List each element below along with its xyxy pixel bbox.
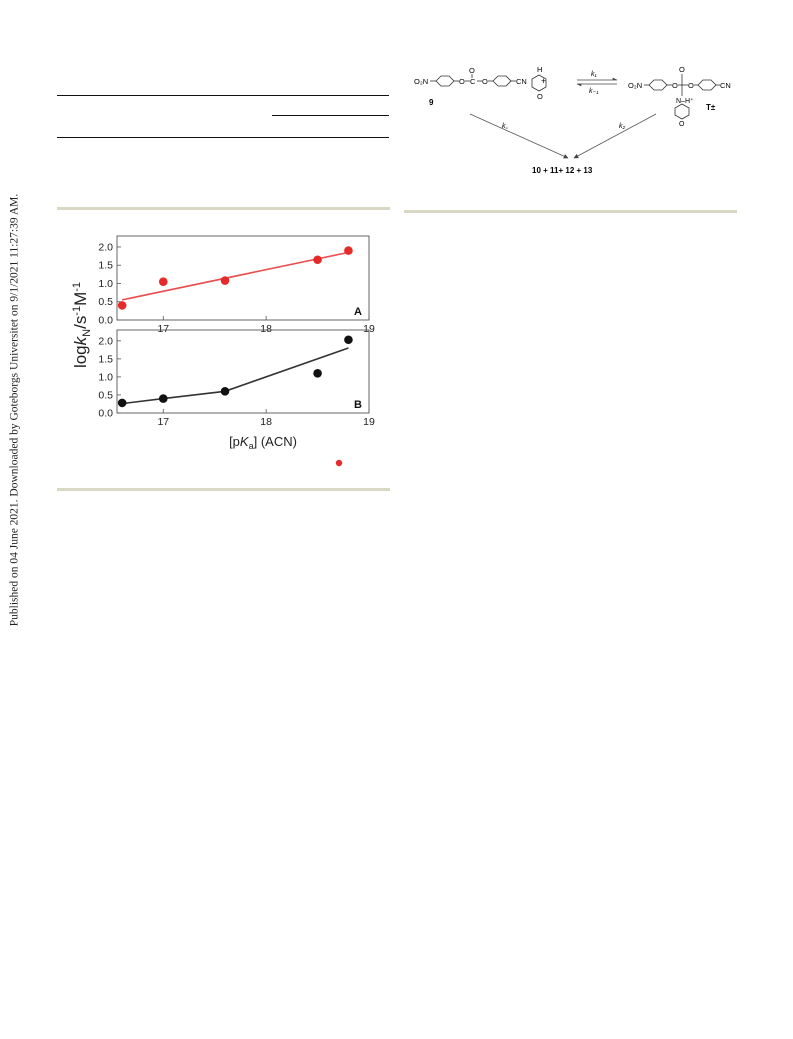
x-tick-label: 17 bbox=[157, 323, 169, 335]
chart-panel-b: 0.0 0.5 1.0 1.5 2.0 17 18 19B bbox=[98, 329, 375, 428]
morpholine-h: H bbox=[537, 65, 542, 74]
nitrile-group: CN bbox=[516, 77, 527, 86]
data-point bbox=[117, 301, 127, 310]
data-point bbox=[117, 398, 127, 408]
y-tick-label: 0.0 bbox=[98, 408, 113, 420]
scheme-bottom-separator bbox=[404, 210, 737, 213]
tetrahedral-intermediate: O₂N O O O CN N–H⁺ O bbox=[628, 65, 731, 128]
data-point bbox=[220, 276, 230, 285]
morpholine-ring-icon bbox=[674, 103, 690, 120]
data-point bbox=[344, 246, 353, 255]
intermediate-oxygen-right: O bbox=[688, 81, 694, 90]
figure-bottom-separator bbox=[57, 488, 390, 491]
k2-label: k₂ bbox=[619, 123, 626, 130]
y-tick-label: 0.5 bbox=[98, 296, 113, 308]
data-point bbox=[158, 394, 168, 403]
panel-label: B bbox=[354, 399, 362, 411]
intermediate-label: T± bbox=[706, 103, 716, 112]
carbonyl-carbon: C bbox=[470, 77, 476, 86]
k1-label: k₁ bbox=[591, 71, 598, 78]
k-minus1-label: k₋₁ bbox=[589, 88, 599, 95]
x-tick-label: 19 bbox=[363, 416, 375, 428]
carbonyl-oxygen: O bbox=[469, 66, 475, 75]
direct-pathway-arrow bbox=[469, 113, 569, 159]
figure-top-separator bbox=[57, 207, 390, 210]
ester-oxygen: O bbox=[459, 77, 465, 86]
x-tick-label: 19 bbox=[363, 323, 375, 335]
table-bottom-rule bbox=[57, 137, 389, 138]
fit-line bbox=[121, 251, 349, 301]
morpholine-o: O bbox=[537, 92, 543, 101]
data-point bbox=[158, 277, 168, 286]
y-tick-label: 1.0 bbox=[98, 371, 113, 383]
data-point bbox=[313, 255, 322, 265]
reaction-scheme: O₂N O C O O CN 9 + H O k₁ k₋₁ O₂N O O bbox=[414, 65, 731, 175]
table-top-rule bbox=[57, 95, 389, 96]
nitro-group-left: O₂N bbox=[414, 77, 428, 86]
intermediate-nitrile: CN bbox=[720, 81, 731, 90]
intermediate-morpholine-o: O bbox=[679, 121, 685, 128]
x-tick-label: 18 bbox=[260, 323, 272, 335]
legend-marker bbox=[335, 459, 343, 467]
y-tick-label: 0.5 bbox=[98, 389, 113, 401]
compound-9-label: 9 bbox=[429, 98, 434, 107]
plot-frame bbox=[116, 329, 370, 414]
y-axis-label: logkN/s-1M-1 bbox=[71, 282, 93, 368]
fit-line bbox=[122, 347, 349, 405]
data-point bbox=[344, 335, 353, 345]
chart-panel-a: 0.0 0.5 1.0 1.5 2.0 17 18 19A bbox=[98, 235, 375, 335]
intermediate-oxygen-left: O bbox=[672, 81, 678, 90]
data-point bbox=[220, 387, 230, 396]
morpholine-reagent: H O bbox=[531, 65, 547, 101]
kc-label: k꜀ bbox=[502, 123, 509, 130]
x-tick-label: 18 bbox=[260, 416, 272, 428]
y-tick-label: 2.0 bbox=[98, 241, 113, 253]
nitro-group-intermediate: O₂N bbox=[628, 81, 642, 90]
products-label: 10 + 11+ 12 + 13 bbox=[532, 166, 593, 175]
ester-oxygen-right: O bbox=[482, 77, 488, 86]
carbonate-reactant: O₂N O C O O CN bbox=[414, 66, 527, 87]
y-tick-label: 1.5 bbox=[98, 260, 113, 272]
plus-sign: + bbox=[541, 76, 546, 86]
intermediate-ammonium: N–H⁺ bbox=[676, 97, 694, 105]
data-point bbox=[313, 369, 322, 378]
y-tick-label: 1.5 bbox=[98, 353, 113, 365]
morpholine-ring-icon bbox=[531, 74, 547, 92]
x-tick-label: 17 bbox=[157, 416, 169, 428]
y-tick-label: 0.0 bbox=[98, 315, 113, 327]
y-tick-label: 1.0 bbox=[98, 278, 113, 290]
table-sub-rule bbox=[272, 115, 389, 116]
breakdown-pathway-arrow bbox=[573, 113, 657, 159]
intermediate-oxyanion: O bbox=[679, 65, 685, 74]
plot-frame bbox=[116, 235, 370, 321]
y-tick-label: 2.0 bbox=[98, 335, 113, 347]
x-axis-label: [pKa] (ACN) bbox=[229, 434, 297, 451]
panel-label: A bbox=[354, 306, 362, 318]
